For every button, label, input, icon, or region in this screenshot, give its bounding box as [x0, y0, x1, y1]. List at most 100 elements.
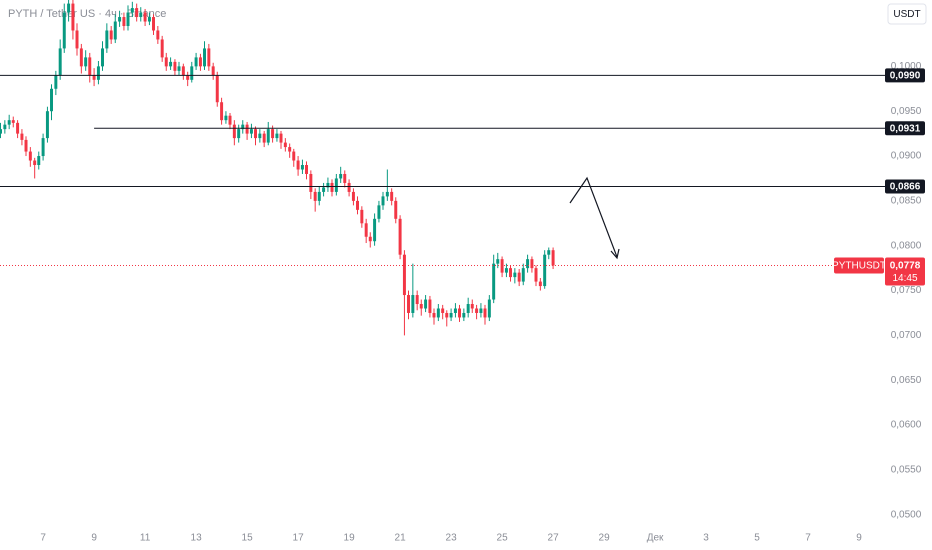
candle-body	[479, 308, 483, 313]
candle-body	[411, 295, 415, 313]
candle-body	[339, 173, 343, 179]
candle-body	[109, 30, 113, 40]
candle-body	[169, 61, 173, 67]
arrow-head	[610, 248, 620, 260]
candle-body	[483, 308, 487, 318]
y-tick-label: 0,0800	[891, 240, 922, 251]
candle-body	[458, 308, 461, 318]
y-tick-label: 0,0600	[891, 420, 922, 431]
candle-body	[326, 182, 330, 188]
candle-body	[551, 250, 555, 266]
symbol-box	[834, 257, 884, 274]
candle-body	[424, 299, 428, 309]
candle-body	[475, 308, 479, 313]
level-label: 0,0990	[890, 70, 921, 81]
y-tick-label: 0,0900	[891, 151, 922, 162]
x-tick-label: 5	[754, 533, 760, 544]
candle-body	[436, 308, 440, 318]
candle-body	[385, 191, 389, 197]
candle-body	[394, 200, 398, 219]
candle-body	[398, 218, 402, 255]
candle-body	[198, 57, 202, 67]
candle-body	[309, 173, 313, 192]
candle-body	[462, 312, 466, 318]
candle-body	[343, 173, 347, 183]
candle-body	[152, 17, 155, 31]
candle-body	[530, 259, 534, 269]
x-tick-label: 7	[40, 533, 46, 544]
candle-body	[190, 66, 194, 80]
candle-body	[470, 304, 474, 309]
x-tick-label: 13	[191, 533, 203, 544]
candle-body	[135, 8, 139, 18]
candle-body	[381, 196, 385, 206]
candle-body	[173, 61, 177, 71]
candle-body	[364, 223, 368, 237]
candle-body	[347, 182, 351, 192]
candle-body	[407, 295, 410, 313]
candle-body	[101, 48, 104, 67]
candle-body	[245, 124, 249, 134]
level-label-box	[885, 121, 925, 136]
candle-body	[432, 312, 436, 318]
x-tick-label: 19	[344, 533, 356, 544]
candle-body	[509, 268, 512, 278]
candle-body	[71, 3, 75, 31]
candle-body	[504, 268, 508, 273]
x-tick-label: 9	[91, 533, 97, 544]
candle-body	[160, 39, 164, 58]
candle-body	[88, 57, 92, 76]
candle-body	[228, 115, 232, 125]
candle-body	[266, 129, 270, 143]
last-price-box	[885, 257, 925, 286]
candle-body	[305, 165, 308, 174]
candle-body	[224, 115, 228, 121]
candle-body	[54, 75, 58, 89]
candle-body	[373, 218, 377, 242]
candle-body	[377, 205, 381, 219]
candle-body	[0, 129, 2, 134]
candle-body	[33, 160, 37, 166]
candle-body	[164, 57, 168, 67]
candle-body	[275, 133, 279, 139]
candle-body	[215, 75, 219, 103]
candle-body	[105, 30, 109, 49]
candle-body	[492, 263, 496, 300]
x-tick-label: Дек	[647, 533, 664, 544]
candle-body	[543, 254, 547, 287]
y-tick-label: 0,0750	[891, 285, 922, 296]
currency-button-label[interactable]: USDT	[893, 9, 920, 20]
candle-body	[419, 304, 423, 309]
candle-body	[279, 133, 283, 143]
candle-body	[241, 124, 245, 130]
x-tick-label: 7	[805, 533, 811, 544]
candle-body	[156, 30, 160, 40]
candle-body	[390, 191, 394, 201]
level-label: 0,0866	[890, 182, 921, 193]
countdown-label: 14:45	[892, 273, 917, 284]
candle-body	[92, 75, 96, 80]
candle-body	[45, 111, 49, 139]
candle-body	[58, 48, 62, 76]
y-tick-label: 0,0700	[891, 330, 922, 341]
x-tick-label: 9	[856, 533, 862, 544]
candle-body	[513, 272, 517, 278]
y-tick-label: 0,0650	[891, 375, 922, 386]
candle-body	[96, 66, 100, 80]
candle-body	[258, 133, 262, 139]
candle-body	[11, 120, 15, 123]
candle-body	[232, 124, 236, 139]
candle-body	[262, 133, 266, 143]
x-tick-label: 29	[599, 533, 611, 544]
candle-body	[330, 182, 334, 192]
y-tick-label: 0,0550	[891, 465, 922, 476]
candle-body	[113, 21, 117, 40]
candle-body	[118, 17, 122, 22]
candle-body	[28, 151, 32, 161]
currency-button[interactable]	[887, 3, 927, 25]
candle-body	[139, 12, 143, 18]
symbol-label: PYTHUSDT	[832, 261, 886, 272]
x-tick-label: 15	[242, 533, 254, 544]
